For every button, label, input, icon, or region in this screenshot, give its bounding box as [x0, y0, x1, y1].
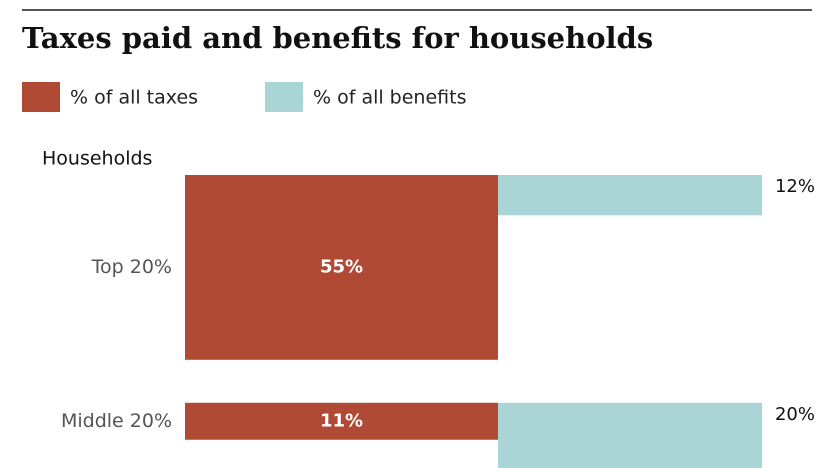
- bar: [185, 175, 498, 360]
- category-label: Top 20%: [91, 256, 172, 278]
- value-label: 11%: [320, 410, 363, 431]
- chart-title: Taxes paid and benefits for households: [22, 21, 653, 55]
- legend-label: % of all benefits: [313, 87, 466, 109]
- bar: [498, 402, 762, 468]
- bar: [185, 402, 498, 440]
- legend-swatch: [22, 82, 60, 112]
- legend-swatch: [265, 82, 303, 112]
- axis-label: Households: [42, 148, 152, 170]
- value-label: 20%: [775, 404, 815, 425]
- legend-label: % of all taxes: [70, 87, 198, 109]
- bar: [498, 175, 762, 216]
- category-label: Middle 20%: [61, 410, 172, 432]
- value-label: 12%: [775, 176, 815, 197]
- value-label: 55%: [320, 256, 363, 277]
